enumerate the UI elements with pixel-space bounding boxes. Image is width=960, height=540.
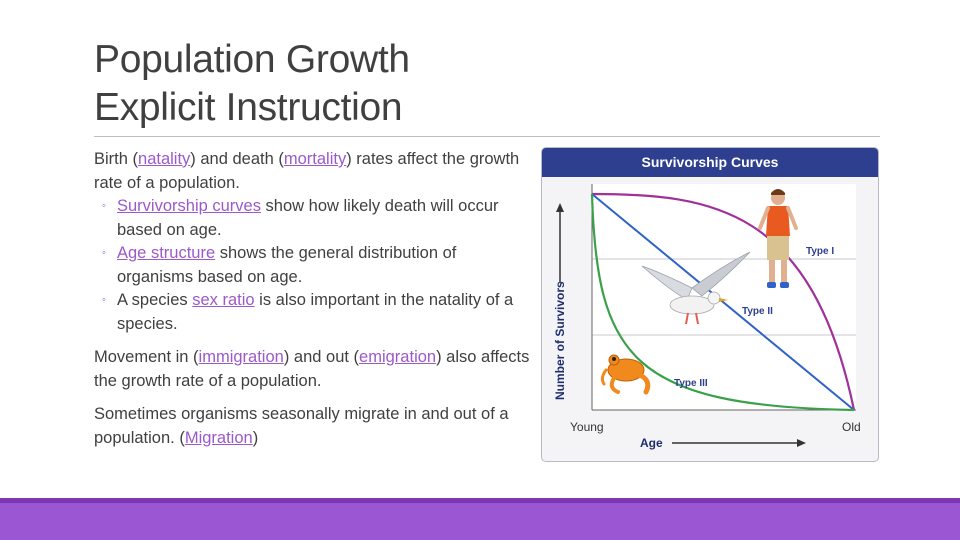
survivorship-figure: Survivorship Curves Type I Type II Type … bbox=[541, 147, 879, 462]
survivorship-diagram: Type I Type II Type III Number of Surviv… bbox=[553, 184, 861, 450]
bullet-text: shows the general distribution of organi… bbox=[117, 244, 457, 286]
link-sex-ratio[interactable]: sex ratio bbox=[192, 291, 255, 309]
figure-title: Survivorship Curves bbox=[641, 154, 779, 170]
link-age-structure[interactable]: Age structure bbox=[117, 244, 216, 262]
frog-illustration bbox=[600, 354, 651, 395]
paragraph-movement: Movement in (immigration) and out (emigr… bbox=[94, 346, 534, 393]
bullet-mark: ◦ bbox=[102, 294, 106, 306]
type1-label: Type I bbox=[806, 246, 834, 257]
bullet-sex-ratio: ◦ A species sex ratio is also important i… bbox=[94, 289, 534, 336]
bullet-text: is also important in the natality of a s… bbox=[117, 291, 514, 333]
bullet-age-structure: ◦ Age structure shows the general distrib… bbox=[94, 242, 534, 289]
link-immigration[interactable]: immigration bbox=[198, 348, 284, 366]
bullet-mark: ◦ bbox=[102, 200, 106, 212]
type3-curve bbox=[590, 193, 855, 412]
figure-header bbox=[542, 148, 878, 177]
text-fragment: Birth ( bbox=[94, 150, 139, 168]
bullet-text-pre: A species bbox=[117, 291, 193, 309]
x-end-label: Old bbox=[842, 420, 861, 434]
paragraph-migration: Sometimes organisms seasonally migrate i… bbox=[94, 403, 534, 450]
type3-label: Type III bbox=[674, 378, 708, 389]
text-fragment: ) and death ( bbox=[190, 150, 284, 168]
slide-title: Population Growth Explicit Instruction bbox=[94, 36, 514, 132]
text-fragment: ) and out ( bbox=[283, 348, 360, 366]
footer-accent-line bbox=[0, 498, 960, 503]
content-text: Birth (natality) and death (mortality) r… bbox=[94, 148, 534, 450]
human-illustration bbox=[758, 189, 798, 288]
link-migration[interactable]: Migration bbox=[184, 428, 253, 447]
bullet-survivorship: ◦ Survivorship curves show how likely dea… bbox=[94, 195, 534, 242]
type1-curve bbox=[591, 192, 856, 411]
text-fragment: ) rates affect the growth rate of a popu… bbox=[94, 150, 520, 192]
y-arrowhead bbox=[556, 203, 564, 212]
paragraph-birth-death: Birth (natality) and death (mortality) r… bbox=[94, 148, 534, 195]
link-survivorship-curves[interactable]: Survivorship curves bbox=[117, 197, 261, 215]
text-fragment: Movement in ( bbox=[94, 348, 199, 366]
type2-label: Type II bbox=[742, 306, 773, 317]
bullet-text: show how likely death will occur based o… bbox=[117, 197, 499, 239]
x-start-label: Young bbox=[570, 420, 604, 434]
bullet-mark: ◦ bbox=[102, 247, 106, 259]
x-arrowhead bbox=[797, 439, 806, 447]
footer-band bbox=[0, 498, 960, 540]
link-natality[interactable]: natality bbox=[138, 150, 191, 168]
type2-curve bbox=[591, 193, 855, 411]
link-mortality[interactable]: mortality bbox=[283, 150, 347, 168]
title-divider bbox=[94, 136, 880, 137]
text-fragment: ) also affects the growth rate of a popu… bbox=[94, 348, 530, 390]
title-line-1: Population Growth bbox=[94, 38, 410, 81]
title-line-2: Explicit Instruction bbox=[94, 86, 403, 129]
link-emigration[interactable]: emigration bbox=[359, 348, 437, 366]
seagull-illustration bbox=[641, 251, 751, 325]
y-axis-label: Number of Survivors bbox=[553, 281, 567, 400]
text-fragment: ) bbox=[252, 428, 259, 447]
x-axis-label: Age bbox=[640, 436, 663, 450]
text-fragment: Sometimes organisms seasonally migrate i… bbox=[94, 405, 509, 447]
